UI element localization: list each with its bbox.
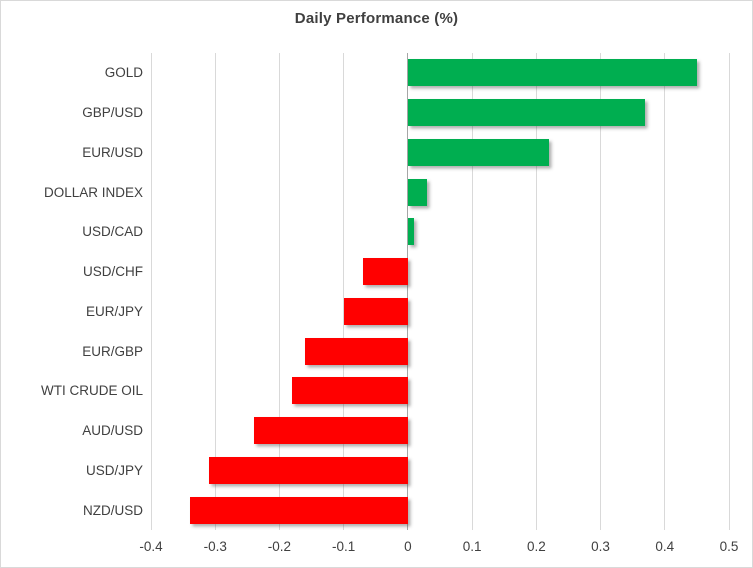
bar-eur-jpy <box>343 297 408 325</box>
bar-usd-cad <box>407 218 415 246</box>
bar-aud-usd <box>253 417 408 445</box>
category-label-nzd-usd: NZD/USD <box>83 502 143 518</box>
category-label-eur-usd: EUR/USD <box>82 144 143 160</box>
x-axis-tick-labels: -0.4 -0.3 -0.2 -0.1 0 0.1 0.2 0.3 0.4 0.5 <box>139 539 738 557</box>
bar-wti-crude-oil <box>292 377 408 405</box>
category-label-wti-crude-oil: WTI CRUDE OIL <box>40 383 143 399</box>
gridline <box>728 53 730 530</box>
x-tick-label-0-1: -0.1 <box>332 539 356 554</box>
bar-gbp-usd <box>407 99 646 127</box>
category-label-usd-jpy: USD/JPY <box>85 462 143 478</box>
x-tick-label-0: 0 <box>404 539 412 554</box>
category-label-usd-chf: USD/CHF <box>83 264 143 280</box>
gridline <box>278 53 280 530</box>
bar-gold <box>407 59 697 87</box>
x-tick-label-0-4: -0.4 <box>139 539 163 554</box>
category-label-eur-jpy: EUR/JPY <box>85 303 143 319</box>
x-tick-label-0-4: 0.4 <box>655 539 675 554</box>
category-label-gbp-usd: GBP/USD <box>82 105 143 121</box>
zero-axis-line <box>407 53 409 530</box>
y-axis-category-labels: GOLD GBP/USD EUR/USD DOLLAR INDEX USD/CAD USD… <box>1 53 143 530</box>
category-label-usd-cad: USD/CAD <box>82 224 143 240</box>
bar-nzd-usd <box>189 496 408 524</box>
x-tick-label-0-2: -0.2 <box>267 539 292 554</box>
x-tick-label-0-1: 0.1 <box>462 539 482 554</box>
gridline <box>600 53 602 530</box>
x-tick-label-0-3: -0.3 <box>203 539 227 554</box>
gridline <box>471 53 473 530</box>
x-tick-label-0-5: 0.5 <box>719 539 739 554</box>
gridline <box>214 53 216 530</box>
gridline <box>535 53 537 530</box>
bar-eur-gbp <box>305 337 408 365</box>
gridline <box>664 53 666 530</box>
bar-usd-jpy <box>208 456 408 484</box>
bar-eur-usd <box>407 138 550 166</box>
category-label-gold: GOLD <box>104 65 143 81</box>
gridline <box>150 53 152 530</box>
plot-area <box>150 53 730 530</box>
x-tick-label-0-3: 0.3 <box>591 539 610 554</box>
bar-usd-chf <box>362 258 408 286</box>
chart-title: Daily Performance (%) <box>294 10 459 27</box>
category-label-aud-usd: AUD/USD <box>82 423 143 439</box>
category-label-dollar-index: DOLLAR INDEX <box>43 184 143 200</box>
bar-dollar-index <box>407 178 428 206</box>
gridline <box>343 53 345 530</box>
x-tick-label-0-2: 0.2 <box>526 539 546 554</box>
category-label-eur-gbp: EUR/GBP <box>82 343 143 359</box>
